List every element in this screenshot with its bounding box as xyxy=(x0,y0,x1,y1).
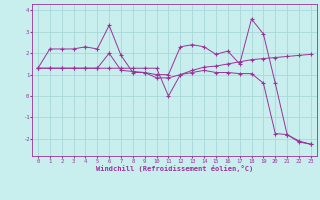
X-axis label: Windchill (Refroidissement éolien,°C): Windchill (Refroidissement éolien,°C) xyxy=(96,165,253,172)
